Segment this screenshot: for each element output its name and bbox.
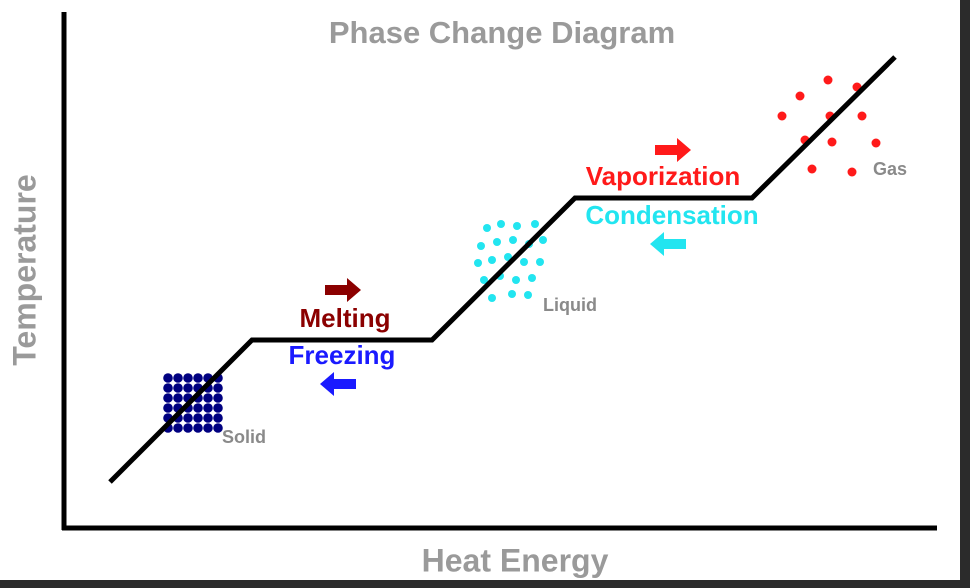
x-axis-label: Heat Energy: [422, 542, 609, 578]
solid-particle: [193, 403, 203, 413]
liquid-particle: [483, 224, 491, 232]
liquid-particle: [528, 274, 536, 282]
solid-particle: [213, 403, 223, 413]
melting-arrow: [325, 278, 361, 302]
liquid-particle: [480, 276, 488, 284]
solid-particle: [163, 393, 173, 403]
solid-particle: [193, 423, 203, 433]
liquid-particle: [508, 290, 516, 298]
liquid-particle: [504, 253, 512, 261]
liquid-particle: [509, 236, 517, 244]
solid-particle: [183, 373, 193, 383]
gas-particle: [777, 111, 787, 121]
vaporization-label: Vaporization: [586, 161, 741, 191]
liquid-particle: [513, 222, 521, 230]
liquid-particle: [488, 256, 496, 264]
title: Phase Change Diagram: [329, 15, 675, 50]
liquid-particle: [512, 276, 520, 284]
liquid-particle: [477, 242, 485, 250]
liquid-particle: [520, 258, 528, 266]
solid-particle: [203, 413, 213, 423]
gas-label: Gas: [873, 159, 907, 179]
liquid-particle: [493, 238, 501, 246]
freezing-arrow: [320, 372, 356, 396]
solid-particle: [213, 413, 223, 423]
solid-particle: [173, 393, 183, 403]
condensation-label: Condensation: [585, 200, 758, 230]
solid-particle: [183, 423, 193, 433]
solid-particle: [183, 413, 193, 423]
solid-particle: [163, 373, 173, 383]
condensation-arrow: [650, 232, 686, 256]
solid-particle: [203, 423, 213, 433]
liquid-particle: [524, 291, 532, 299]
liquid-label: Liquid: [543, 295, 597, 315]
solid-particle: [203, 393, 213, 403]
heating-curve: [108, 55, 897, 484]
gas-particle: [871, 138, 881, 148]
solid-particle: [213, 423, 223, 433]
liquid-particle: [497, 220, 505, 228]
solid-label: Solid: [222, 427, 266, 447]
liquid-particle: [531, 220, 539, 228]
gas-particle: [857, 111, 867, 121]
gas-particle: [827, 137, 837, 147]
solid-particle: [213, 393, 223, 403]
solid-particle: [173, 373, 183, 383]
freezing-label: Freezing: [289, 340, 396, 370]
gas-particle: [795, 91, 805, 101]
gas-particle: [847, 167, 857, 177]
gas-particle: [823, 75, 833, 85]
solid-particle: [213, 383, 223, 393]
solid-particle: [203, 403, 213, 413]
solid-particle: [193, 413, 203, 423]
solid-particle: [193, 373, 203, 383]
liquid-particle: [488, 294, 496, 302]
solid-particle: [173, 383, 183, 393]
liquid-particle: [539, 236, 547, 244]
solid-particle: [183, 383, 193, 393]
solid-particle: [173, 423, 183, 433]
solid-particle: [163, 383, 173, 393]
diagram: Phase Change Diagram Heat Energy Tempera…: [0, 0, 960, 580]
melting-label: Melting: [300, 303, 391, 333]
liquid-particle: [474, 259, 482, 267]
vaporization-arrow: [655, 138, 691, 162]
gas-particle: [807, 164, 817, 174]
solid-particle: [163, 403, 173, 413]
y-axis-label: Temperature: [6, 174, 42, 365]
liquid-particle: [536, 258, 544, 266]
